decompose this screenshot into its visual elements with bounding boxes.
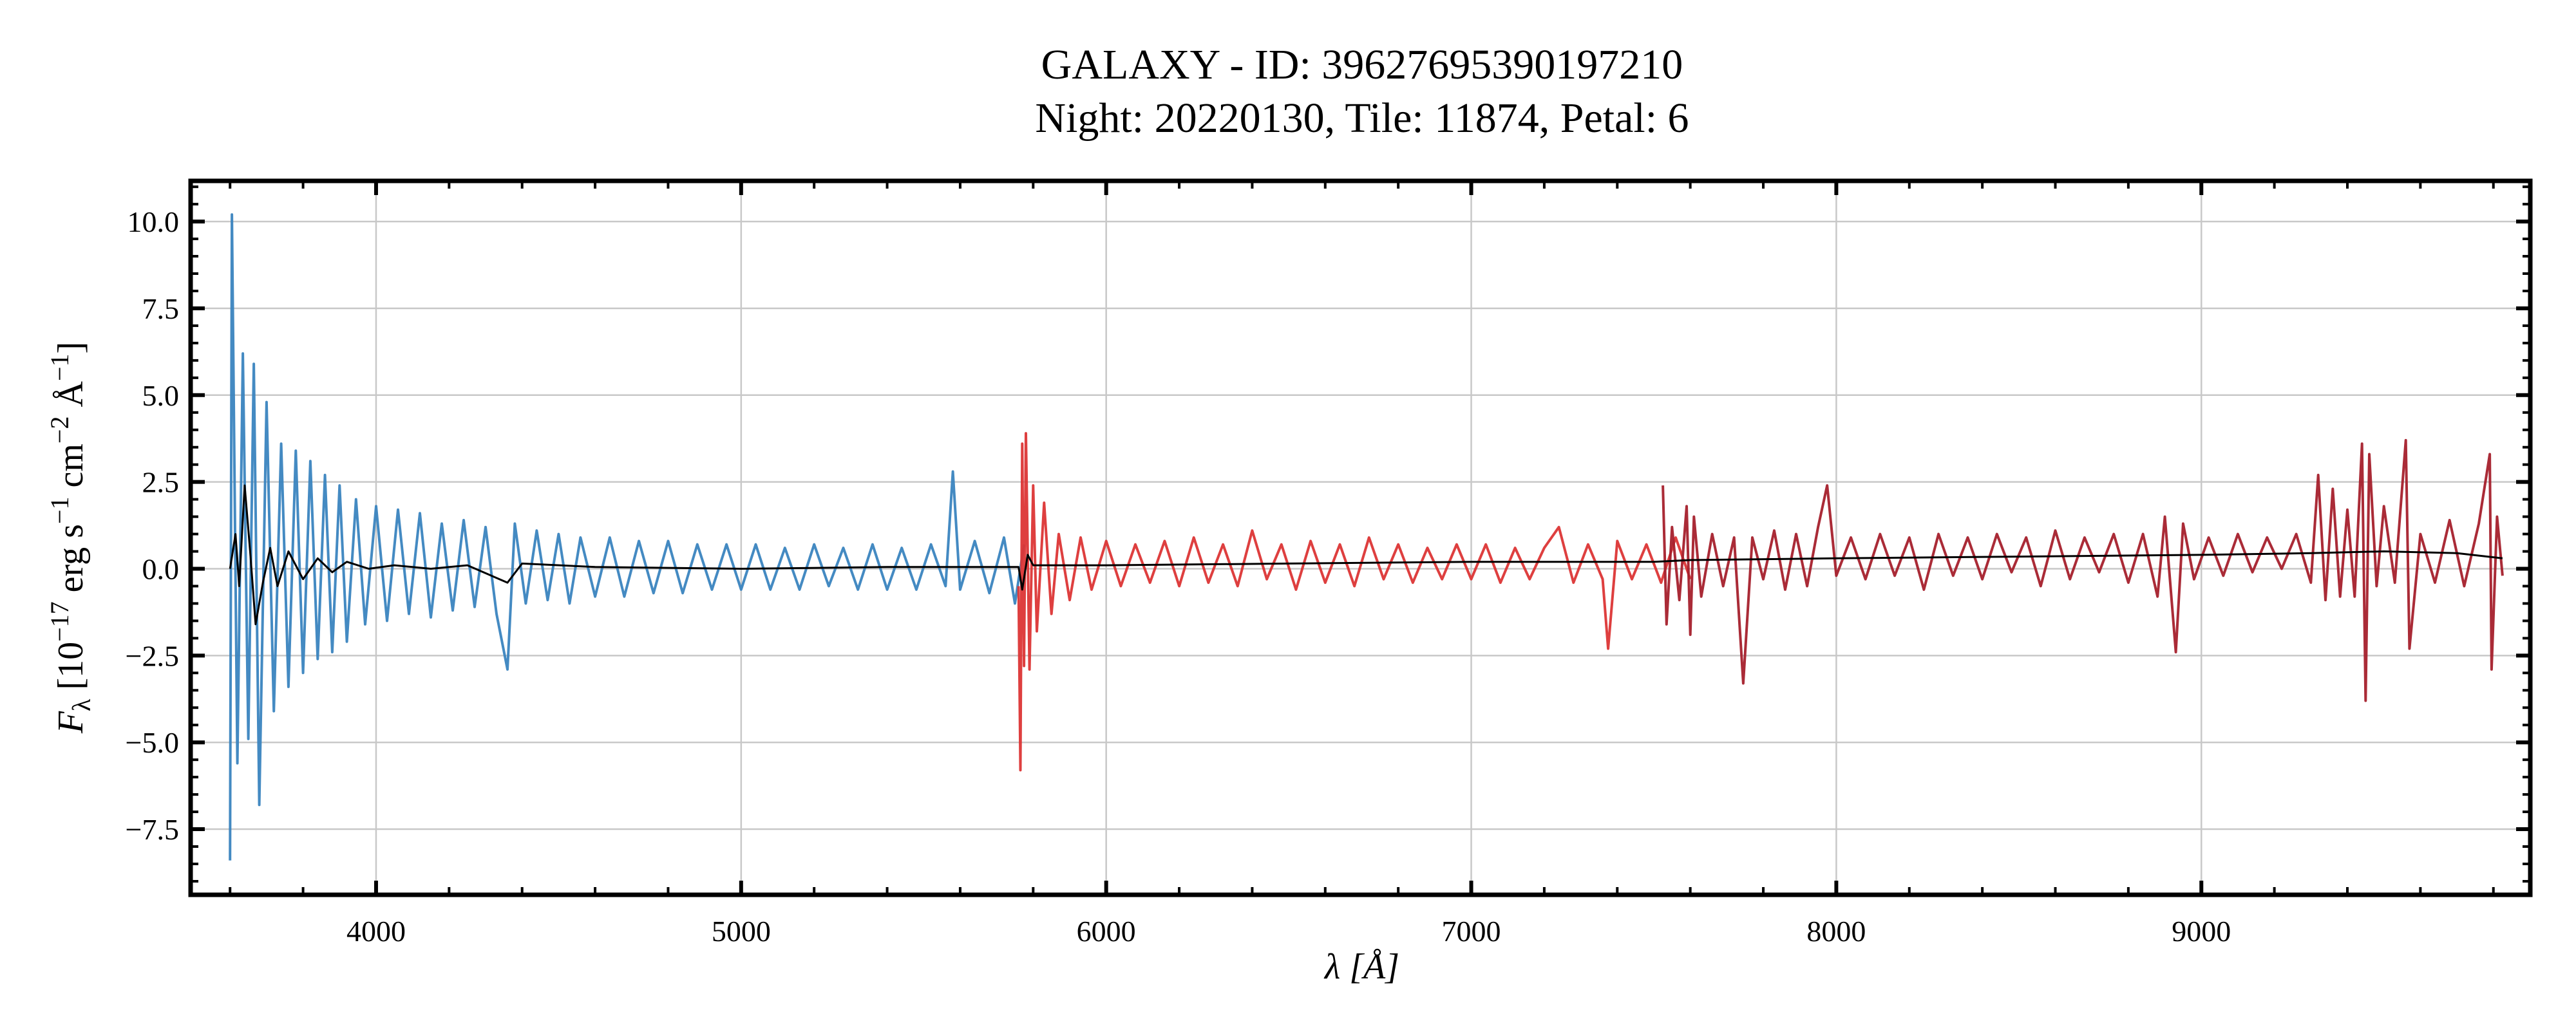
x-tick-label: 8000 [1806, 915, 1866, 948]
y-label-d: Å [51, 380, 91, 416]
y-label-b: erg s [51, 524, 91, 601]
y-label-e2: −1 [45, 496, 74, 524]
x-tick-label: 5000 [712, 915, 771, 948]
x-tick-label: 9000 [2172, 915, 2231, 948]
y-tick-label: 5.0 [142, 379, 180, 412]
y-label-e4: −1 [45, 353, 74, 381]
model-line [229, 484, 2503, 626]
chart-title: GALAXY - ID: 39627695390197210 [1041, 41, 1683, 88]
y-label-e: ] [51, 342, 91, 354]
y-tick-label: −7.5 [126, 813, 179, 846]
x-tick-label: 7000 [1442, 915, 1501, 948]
y-tick-label: 10.0 [128, 205, 180, 238]
axis-ticks: 4000 5000 6000 7000 8000 9000 −7.5 −5.0 −2.5 0.0 2… [126, 181, 2530, 948]
y-tick-label: 7.5 [142, 292, 180, 325]
chart-subtitle: Night: 20220130, Tile: 11874, Petal: 6 [1035, 95, 1689, 142]
grid [191, 181, 2530, 895]
y-label-f: F [51, 711, 91, 734]
y-label-a: [10 [51, 642, 91, 699]
x-tick-label: 4000 [346, 915, 406, 948]
y-tick-label: 2.5 [142, 466, 180, 499]
y-label-e1: −17 [45, 601, 74, 642]
y-tick-label: 0.0 [142, 553, 180, 586]
x-tick-label: 6000 [1077, 915, 1136, 948]
x-axis-label: λ [Å] [1323, 947, 1399, 987]
y-axis-label: Fλ [10−17 erg s−1 cm−2 Å−1] [45, 342, 96, 734]
axes-frame [188, 178, 2533, 897]
y-tick-label: −5.0 [126, 726, 179, 759]
y-tick-label: −2.5 [126, 639, 179, 672]
y-label-c: cm [51, 444, 91, 496]
y-label-e3: −2 [45, 416, 74, 444]
y-label-sub: λ [67, 698, 96, 711]
spectrum-b-line [229, 213, 1026, 861]
spectrum-z-line [1662, 438, 2504, 702]
spectrum-r-line [1017, 432, 1692, 772]
plot-area [229, 213, 2504, 861]
